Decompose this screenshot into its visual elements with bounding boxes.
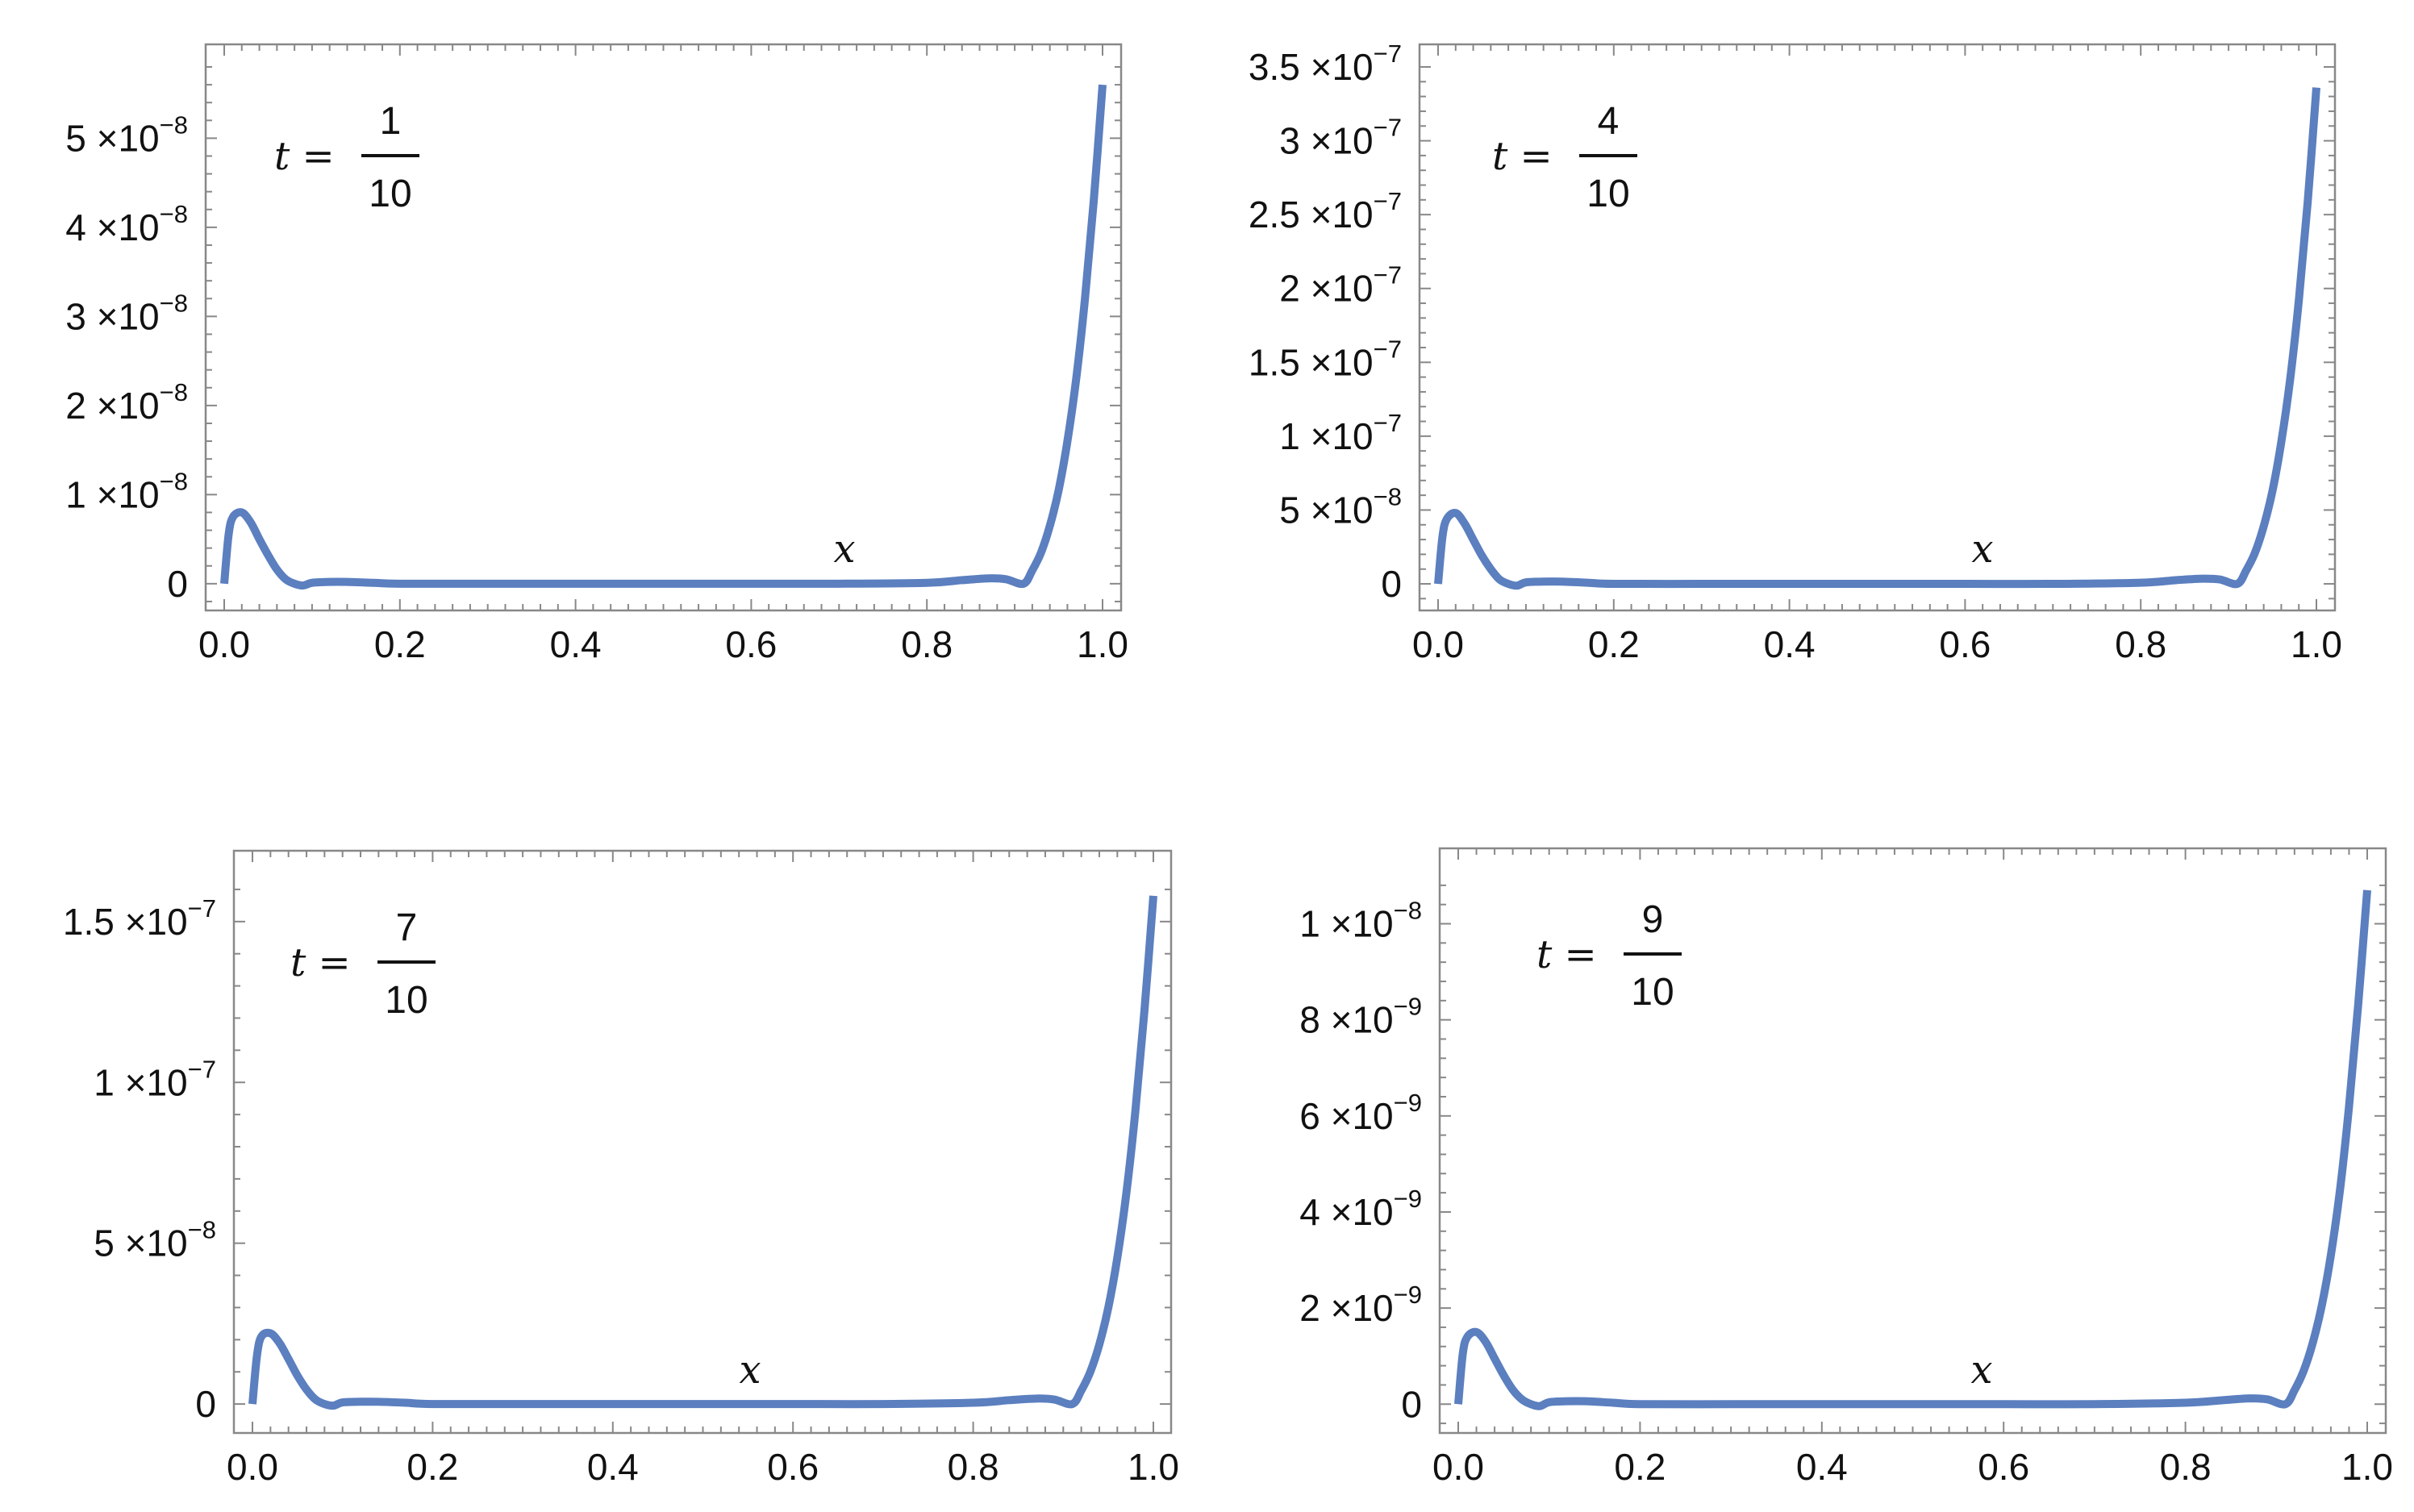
- y-tick-label: 1.5 ×10−7: [63, 894, 216, 943]
- y-tick-label: 4 ×10−9: [1299, 1185, 1422, 1233]
- y-tick-label: 0: [1401, 1383, 1422, 1425]
- series-line: [248, 895, 1157, 1410]
- x-tick-label: 0.6: [1978, 1446, 2029, 1488]
- y-tick-label: 2 ×10−8: [65, 378, 188, 427]
- y-tick-label: 2.5 ×10−7: [1249, 187, 1402, 235]
- x-tick-label: 0.6: [767, 1446, 819, 1488]
- annotation-variable: t =: [290, 940, 351, 985]
- annotation-numerator: 9: [1642, 898, 1664, 941]
- x-tick-label: 0.8: [2160, 1446, 2212, 1488]
- x-tick-label: 0.6: [725, 623, 777, 665]
- time-annotation: t = 1 10: [274, 100, 419, 215]
- chart-panel-1: 0.0 0.2 0.4 0.6 0.8 1.0 0 1 ×10−8 2 ×10−8 3 ×10−8…: [65, 43, 1128, 665]
- annotation-denominator: 10: [385, 979, 427, 1022]
- y-tick-label: 2 ×10−7: [1279, 261, 1402, 310]
- x-axis-label: x: [1971, 527, 1993, 572]
- y-tick-label: 5 ×10−8: [65, 110, 188, 159]
- annotation-numerator: 1: [380, 100, 402, 143]
- annotation-numerator: 7: [396, 906, 418, 949]
- x-tick-label: 0.2: [407, 1446, 458, 1488]
- y-tick-label: 4 ×10−8: [65, 200, 188, 248]
- time-annotation: t = 7 10: [290, 906, 436, 1022]
- annotation-variable: t =: [1492, 134, 1553, 179]
- y-tick-label: 1 ×10−8: [1299, 897, 1422, 945]
- y-tick-label: 3 ×10−7: [1279, 114, 1402, 162]
- x-tick-label: 0.4: [1796, 1446, 1848, 1488]
- y-axis: 0 5 ×10−8 1 ×10−7 1.5 ×10−7 2 ×10−7 2.5 ×10−7…: [1249, 40, 2335, 605]
- x-tick-label: 0.2: [1614, 1446, 1666, 1488]
- y-tick-label: 1 ×10−8: [65, 467, 188, 515]
- x-tick-label: 0.4: [550, 623, 602, 665]
- plot-frame: [1418, 43, 2337, 612]
- y-tick-label: 3.5 ×10−7: [1249, 40, 1402, 88]
- y-tick-label: 2 ×10−9: [1299, 1281, 1422, 1329]
- x-tick-label: 0.8: [901, 623, 953, 665]
- y-tick-label: 5 ×10−8: [1279, 482, 1402, 531]
- x-axis: 0.0 0.2 0.4 0.6 0.8 1.0: [198, 44, 1128, 665]
- y-tick-label: 0: [1381, 563, 1402, 605]
- x-tick-label: 0.8: [2115, 623, 2166, 665]
- x-axis: 0.0 0.2 0.4 0.6 0.8 1.0: [227, 851, 1179, 1488]
- plot-frame: [232, 849, 1173, 1435]
- annotation-denominator: 10: [1631, 971, 1674, 1014]
- annotation-denominator: 10: [1586, 173, 1629, 215]
- series-line: [1454, 889, 2371, 1410]
- time-annotation: t = 4 10: [1492, 100, 1637, 215]
- x-tick-label: 0.0: [227, 1446, 278, 1488]
- y-axis: 0 2 ×10−9 4 ×10−9 6 ×10−9 8 ×10−9 1 ×10−8: [1299, 884, 2386, 1425]
- x-tick-label: 0.4: [587, 1446, 639, 1488]
- annotation-variable: t =: [1536, 932, 1597, 977]
- chart-panel-4: 0.0 0.2 0.4 0.6 0.8 1.0 0 2 ×10−9 4 ×10−9 6 ×10−9…: [1299, 847, 2393, 1488]
- x-tick-label: 0.0: [1412, 623, 1464, 665]
- y-tick-label: 8 ×10−9: [1299, 993, 1422, 1041]
- y-tick-label: 1.5 ×10−7: [1249, 335, 1402, 383]
- y-tick-label: 6 ×10−9: [1299, 1089, 1422, 1137]
- y-tick-label: 5 ×10−8: [94, 1216, 216, 1264]
- y-tick-label: 0: [195, 1383, 216, 1425]
- x-axis-label: x: [833, 527, 855, 572]
- x-tick-label: 1.0: [2341, 1446, 2393, 1488]
- x-axis: 0.0 0.2 0.4 0.6 0.8 1.0: [1432, 848, 2393, 1488]
- plot-frame: [204, 43, 1123, 612]
- annotation-variable: t =: [274, 134, 335, 179]
- chart-panel-2: 0.0 0.2 0.4 0.6 0.8 1.0 0 5 ×10−8 1 ×10−7 1.5 ×10…: [1249, 40, 2342, 665]
- x-tick-label: 1.0: [1077, 623, 1128, 665]
- x-axis-label: x: [739, 1347, 761, 1393]
- annotation-denominator: 10: [369, 173, 411, 215]
- x-tick-label: 0.2: [1588, 623, 1640, 665]
- x-tick-label: 0.2: [374, 623, 426, 665]
- y-tick-label: 3 ×10−8: [65, 289, 188, 337]
- y-tick-label: 0: [167, 563, 188, 605]
- x-tick-label: 1.0: [2291, 623, 2342, 665]
- x-axis: 0.0 0.2 0.4 0.6 0.8 1.0: [1412, 44, 2342, 665]
- annotation-numerator: 4: [1598, 100, 1620, 143]
- x-tick-label: 0.6: [1939, 623, 1991, 665]
- y-axis: 0 5 ×10−8 1 ×10−7 1.5 ×10−7: [63, 888, 1171, 1425]
- x-axis-label: x: [1970, 1347, 1992, 1393]
- x-tick-label: 0.8: [948, 1446, 999, 1488]
- x-tick-label: 0.0: [198, 623, 250, 665]
- y-tick-label: 1 ×10−7: [1279, 409, 1402, 457]
- time-annotation: t = 9 10: [1536, 898, 1682, 1014]
- y-axis: 0 1 ×10−8 2 ×10−8 3 ×10−8 4 ×10−8 5 ×10−8: [65, 66, 1121, 605]
- x-tick-label: 0.0: [1432, 1446, 1484, 1488]
- series-line: [220, 84, 1107, 590]
- chart-panel-3: 0.0 0.2 0.4 0.6 0.8 1.0 0 5 ×10−8 1 ×10−7 1.5 ×10…: [63, 849, 1179, 1488]
- x-tick-label: 0.4: [1764, 623, 1816, 665]
- series-line: [1434, 87, 2320, 590]
- y-tick-label: 1 ×10−7: [94, 1055, 216, 1103]
- x-tick-label: 1.0: [1128, 1446, 1179, 1488]
